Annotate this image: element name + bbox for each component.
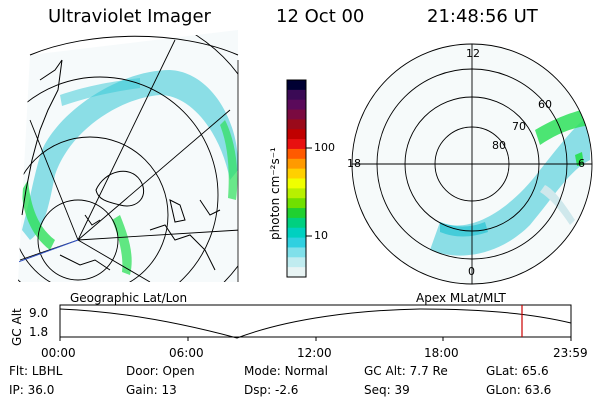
dsp-label: Dsp: — [244, 383, 272, 397]
mlat-label-60: 60 — [538, 98, 552, 111]
colorbar-segment — [287, 139, 306, 150]
colorbar-tick-100: 100 — [314, 141, 335, 154]
colorbar-segment — [287, 188, 306, 199]
mode-value: Normal — [284, 364, 328, 378]
seq-label: Seq: — [364, 383, 391, 397]
altitude-ylabel: GC Alt — [10, 308, 24, 346]
status-dsp: Dsp: -2.6 — [244, 384, 298, 396]
altitude-ytick-9: 9.0 — [29, 306, 49, 320]
mlt-label-6: 6 — [578, 157, 585, 170]
lat-lon-grid — [18, 30, 238, 282]
mlt-label-0: 0 — [468, 265, 475, 278]
colorbar-segment — [287, 99, 306, 111]
colorbar-segment — [287, 208, 306, 219]
colorbar-segment — [287, 198, 306, 209]
mlt-label-12: 12 — [466, 47, 480, 60]
polar-grid — [351, 43, 593, 285]
colorbar-segment — [287, 109, 306, 120]
status-ip: IP: 36.0 — [9, 384, 54, 396]
status-gc-alt: GC Alt: 7.7 Re — [364, 365, 448, 377]
mode-label: Mode: — [244, 364, 281, 378]
dsp-value: -2.6 — [274, 383, 299, 397]
filter-value: LBHL — [31, 364, 63, 378]
colorbar-segment — [287, 148, 306, 160]
time-tick-2359: 23:59 — [553, 346, 588, 360]
glon-label: GLon: — [486, 383, 521, 397]
colorbar-segment — [287, 168, 306, 179]
time-tick-0000: 00:00 — [41, 346, 76, 360]
colorbar-segment — [287, 178, 306, 189]
colorbar-segment — [287, 247, 306, 258]
colorbar-tick-10: 10 — [314, 229, 328, 242]
gain-value: 13 — [161, 383, 177, 397]
time-tick-1800: 18:00 — [424, 346, 459, 360]
altitude-ytick-1-8: 1.8 — [29, 325, 49, 339]
altitude-curve — [59, 308, 572, 339]
polar-plot-label: Apex MLat/MLT — [416, 291, 506, 305]
colorbar-segment — [287, 89, 306, 101]
status-mode: Mode: Normal — [244, 365, 328, 377]
status-seq: Seq: 39 — [364, 384, 410, 396]
filter-label: Flt: — [9, 364, 28, 378]
door-value: Open — [162, 364, 195, 378]
colorbar-segment — [287, 257, 306, 268]
status-glon: GLon: 63.6 — [486, 384, 551, 396]
seq-value: 39 — [394, 383, 410, 397]
gc-alt-value: 7.7 Re — [409, 364, 448, 378]
gain-label: Gain: — [126, 383, 158, 397]
observation-time: 21:48:56 UT — [427, 6, 538, 27]
mlat-label-80: 80 — [492, 139, 506, 152]
instrument-title: Ultraviolet Imager — [48, 6, 211, 27]
mlt-label-18: 18 — [347, 157, 361, 170]
colorbar-segment — [287, 80, 306, 91]
status-filter: Flt: LBHL — [9, 365, 62, 377]
aurora-oval-geo — [22, 70, 238, 240]
geo-map-label: Geographic Lat/Lon — [70, 291, 188, 305]
status-door: Door: Open — [126, 365, 195, 377]
colorbar-segment — [287, 158, 306, 170]
status-gain: Gain: 13 — [126, 384, 177, 396]
status-glat: GLat: 65.6 — [486, 365, 549, 377]
gc-alt-label: GC Alt: — [364, 364, 406, 378]
colorbar-segment — [287, 119, 306, 130]
time-tick-0600: 06:00 — [169, 346, 204, 360]
coastlines — [21, 59, 221, 271]
ip-label: IP: — [9, 383, 24, 397]
time-tick-1200: 12:00 — [297, 346, 332, 360]
ip-value: 36.0 — [27, 383, 55, 397]
colorbar-segment — [287, 227, 306, 239]
aurora-oval-polar — [430, 115, 590, 256]
colorbar-segment — [287, 267, 306, 278]
mlat-label-70: 70 — [512, 120, 526, 133]
glat-value: 65.6 — [521, 364, 549, 378]
door-label: Door: — [126, 364, 159, 378]
colorbar-segment — [287, 237, 306, 248]
glat-label: GLat: — [486, 364, 519, 378]
colorbar-segment — [287, 129, 306, 140]
colorbar-segment — [287, 217, 306, 229]
glon-value: 63.6 — [524, 383, 552, 397]
observation-date: 12 Oct 00 — [276, 6, 365, 27]
